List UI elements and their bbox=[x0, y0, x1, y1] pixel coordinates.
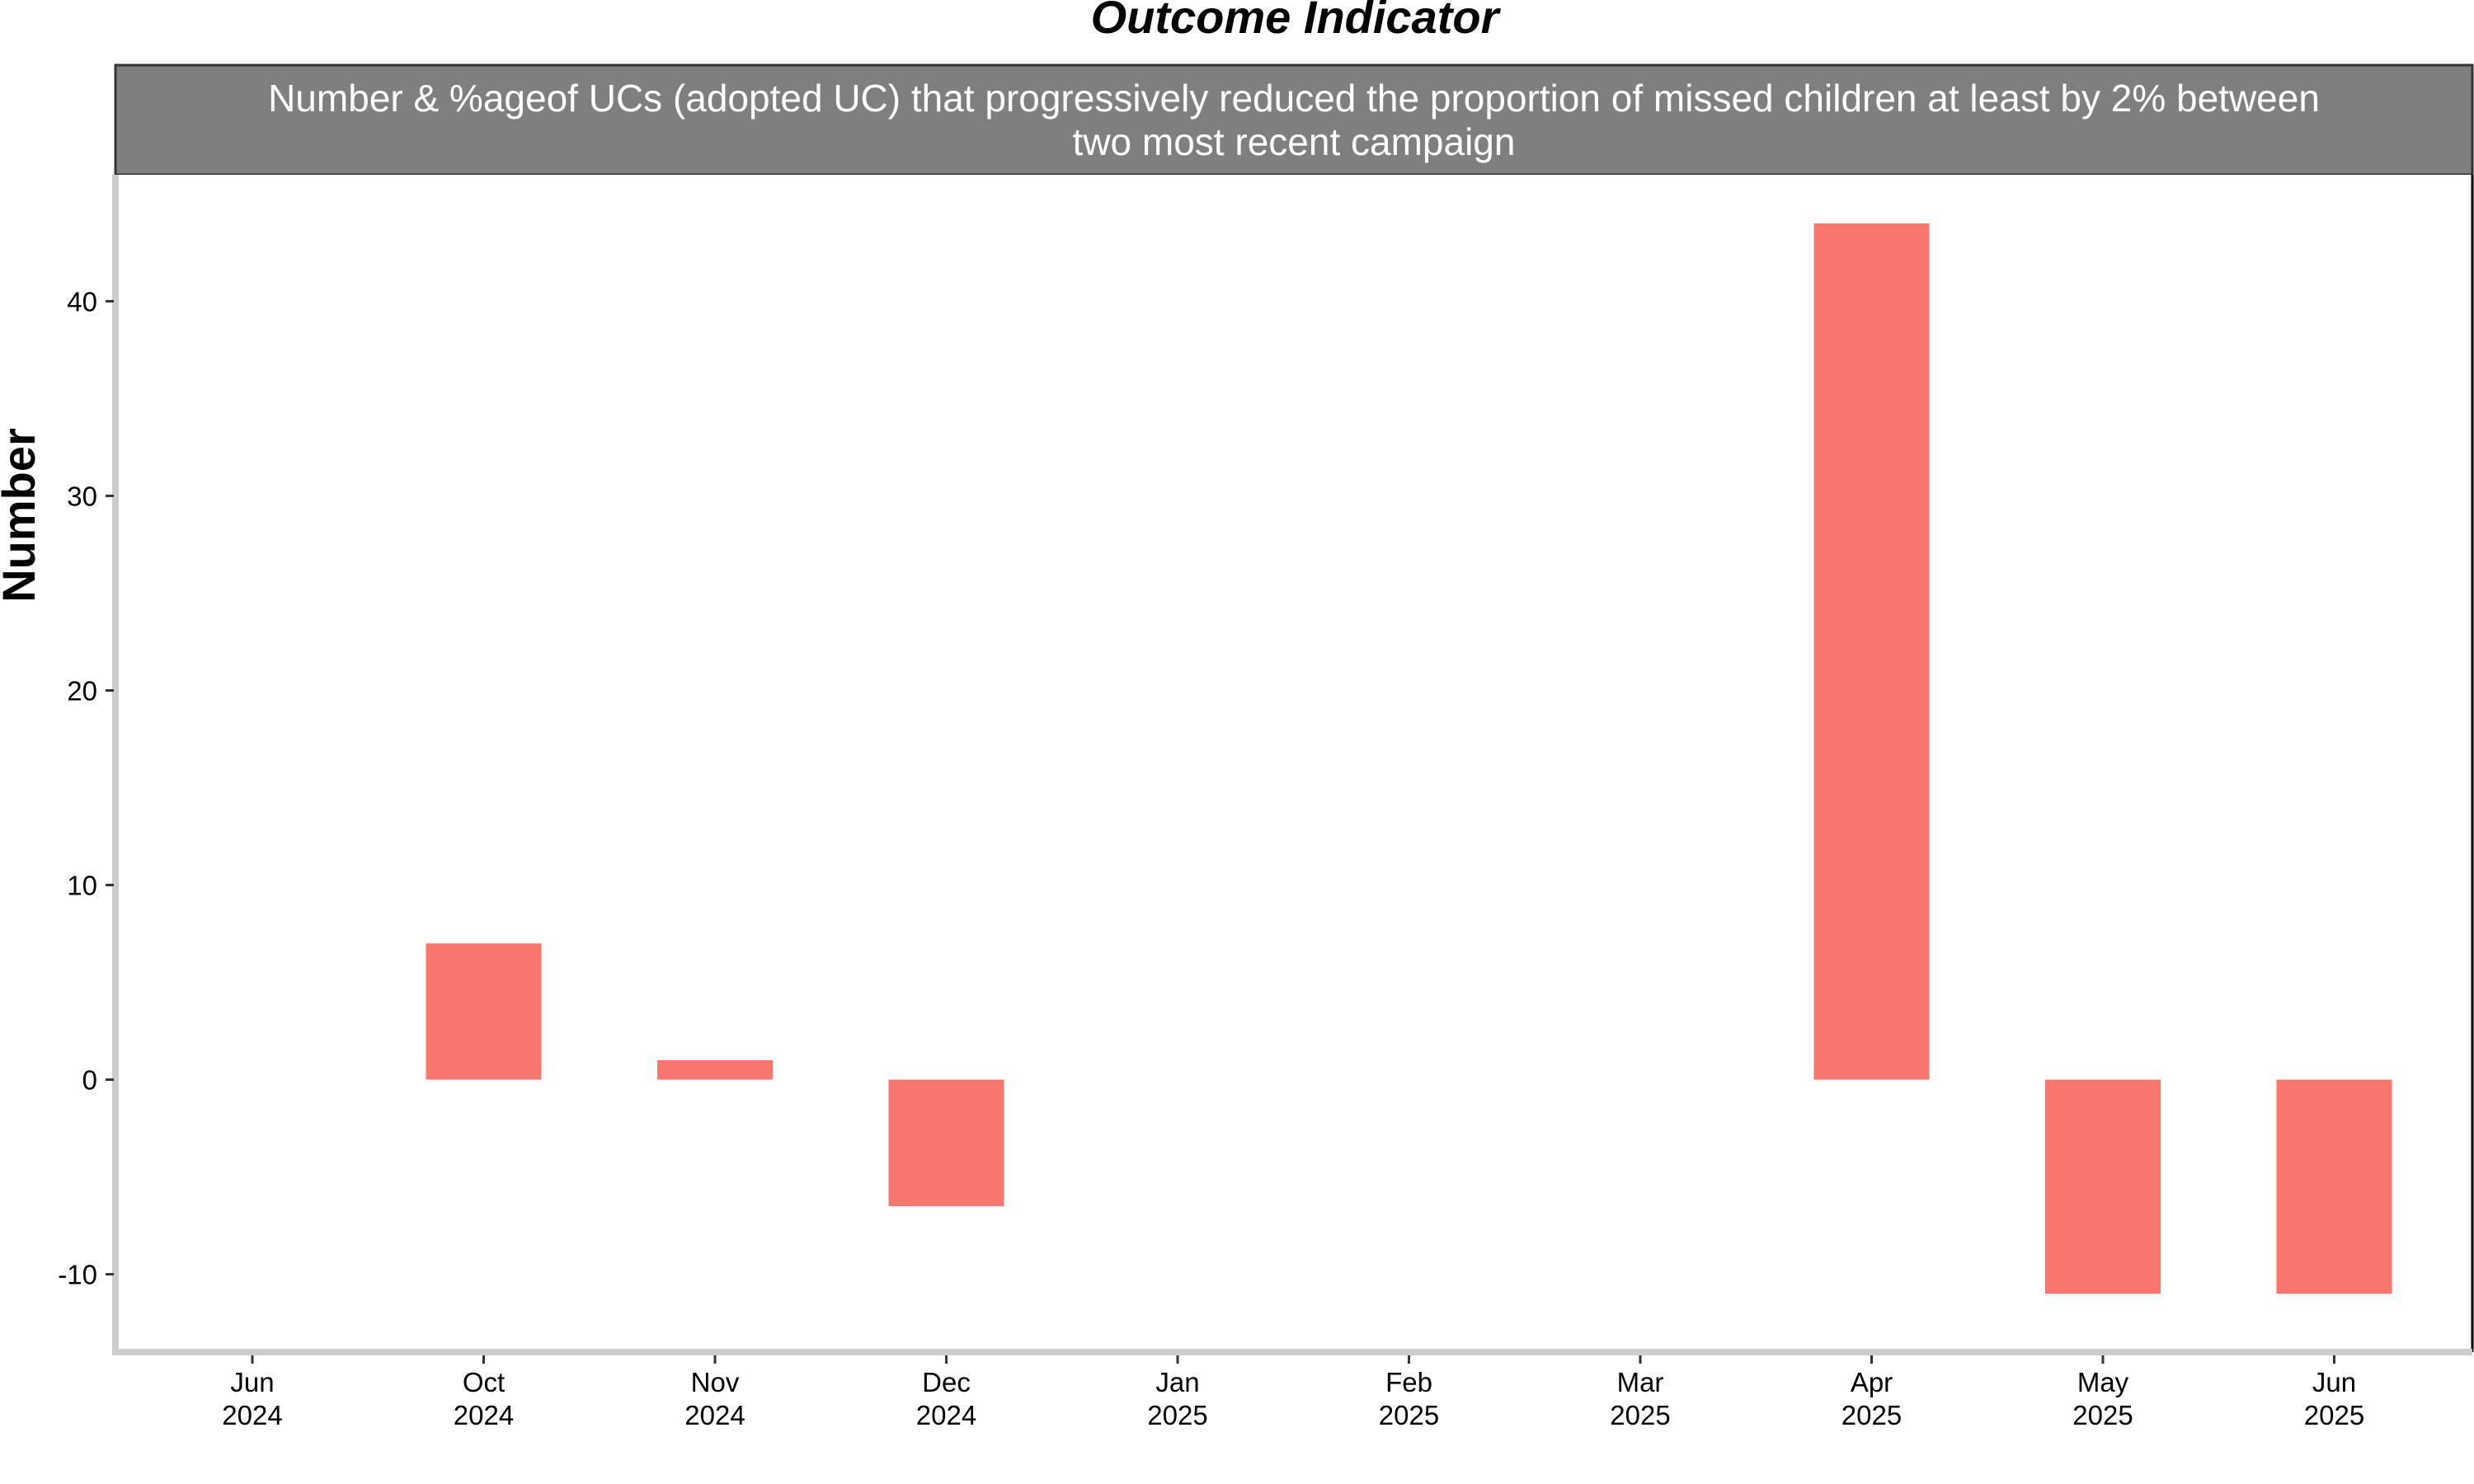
x-tick-label-month: Mar bbox=[1617, 1367, 1664, 1397]
x-tick-label-month: Jan bbox=[1155, 1367, 1199, 1397]
bar-dec-2024 bbox=[888, 1079, 1004, 1206]
x-tick-label-year: 2025 bbox=[1841, 1400, 1902, 1430]
y-tick-label: 0 bbox=[82, 1065, 97, 1096]
x-tick-label-year: 2024 bbox=[684, 1400, 745, 1430]
y-tick-label: 10 bbox=[67, 871, 97, 901]
y-tick-label: 30 bbox=[67, 481, 97, 511]
y-tick-label: 40 bbox=[67, 286, 97, 317]
bar-apr-2025 bbox=[1813, 223, 1930, 1080]
x-tick-label-month: Nov bbox=[691, 1367, 740, 1397]
bar-oct-2024 bbox=[426, 943, 542, 1080]
x-tick-label-year: 2025 bbox=[1610, 1400, 1670, 1430]
x-tick-label-year: 2024 bbox=[454, 1400, 514, 1430]
y-tick-label: 20 bbox=[67, 675, 97, 706]
x-tick-label-month: May bbox=[2077, 1367, 2129, 1397]
x-tick-label-month: Dec bbox=[922, 1367, 971, 1397]
strip-line-2: two most recent campaign bbox=[1073, 120, 1516, 163]
y-axis-title: Number bbox=[0, 428, 45, 603]
x-tick-label-year: 2025 bbox=[1147, 1400, 1207, 1430]
x-tick-label-month: Jun bbox=[2312, 1367, 2356, 1397]
strip-line-1: Number & %ageof UCs (adopted UC) that pr… bbox=[268, 77, 2320, 120]
x-tick-label-month: Feb bbox=[1385, 1367, 1432, 1397]
x-axis-ticks: Jun2024Oct2024Nov2024Dec2024Jan2025Feb20… bbox=[222, 1355, 2364, 1430]
x-tick-label-year: 2024 bbox=[916, 1400, 976, 1430]
x-tick-label-year: 2025 bbox=[2072, 1400, 2133, 1430]
x-tick-label-month: Oct bbox=[463, 1367, 505, 1397]
y-tick-label: -10 bbox=[58, 1260, 97, 1290]
bars bbox=[426, 223, 2392, 1294]
y-axis-ticks: -10 0 10 20 30 40 bbox=[58, 286, 114, 1290]
bar-jun-2025 bbox=[2276, 1079, 2392, 1294]
title-strip bbox=[114, 63, 2474, 176]
bar-nov-2024 bbox=[657, 1059, 773, 1080]
x-tick-label-year: 2024 bbox=[222, 1400, 282, 1430]
x-tick-label-month: Jun bbox=[230, 1367, 274, 1397]
x-tick-label-year: 2025 bbox=[2304, 1400, 2364, 1430]
bar-may-2025 bbox=[2045, 1079, 2161, 1294]
chart-title: Outcome Indicator bbox=[1091, 0, 1502, 43]
x-tick-label-year: 2025 bbox=[1379, 1400, 1439, 1430]
x-tick-label-month: Apr bbox=[1851, 1367, 1893, 1397]
